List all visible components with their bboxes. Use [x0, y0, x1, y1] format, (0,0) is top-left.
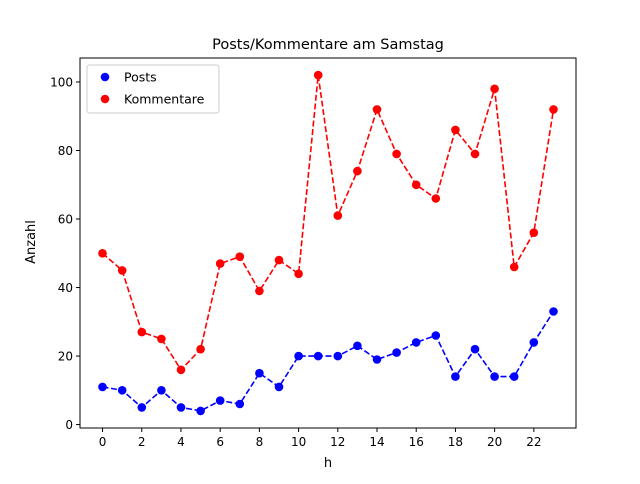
y-tick-label-3: 60: [58, 212, 73, 226]
data-point-0-19: [470, 344, 480, 354]
plot-area: [98, 70, 558, 416]
data-point-1-18: [451, 125, 460, 135]
x-tick-label-7: 14: [369, 435, 384, 449]
data-point-0-15: [392, 348, 401, 357]
data-point-0-13: [353, 341, 362, 351]
data-point-1-14: [372, 105, 382, 114]
data-point-1-19: [470, 149, 480, 159]
series-line-1: [101, 74, 555, 372]
data-point-0-12: [333, 351, 343, 361]
data-point-1-22: [529, 228, 539, 237]
y-tick-label-2: 40: [58, 281, 73, 295]
y-tick-label-4: 80: [58, 144, 73, 158]
legend-marker-0: [100, 72, 110, 82]
x-tick-label-11: 22: [526, 435, 541, 449]
data-point-1-15: [392, 149, 401, 159]
data-point-1-13: [353, 166, 362, 176]
data-point-0-5: [196, 406, 205, 416]
x-tick-label-8: 16: [409, 435, 424, 449]
data-point-1-12: [333, 211, 343, 220]
data-point-0-22: [529, 338, 539, 347]
x-tick-label-3: 6: [216, 435, 224, 449]
legend-label-1: Kommentare: [124, 91, 205, 106]
y-axis-label: Anzahl: [24, 220, 39, 264]
data-point-0-20: [490, 372, 499, 381]
data-point-0-6: [215, 396, 225, 405]
legend-label-0: Posts: [124, 69, 157, 84]
y-tick-label-5: 100: [50, 75, 73, 89]
series-line-0: [102, 311, 555, 412]
data-point-0-0: [98, 382, 107, 392]
data-point-0-21: [509, 372, 519, 381]
axes: 0 2 4 6 8 10 12 14 16 18 20 22 0 20 40 60 80 100: [50, 57, 577, 449]
x-tick-label-9: 18: [448, 435, 463, 449]
data-point-0-18: [451, 372, 460, 381]
x-tick-label-4: 8: [256, 435, 264, 449]
x-tick-label-2: 4: [177, 435, 185, 449]
data-point-1-8: [255, 286, 264, 296]
data-point-0-3: [157, 386, 166, 395]
legend-marker-1: [100, 94, 110, 104]
data-point-0-4: [176, 403, 186, 412]
x-axis-label: h: [324, 456, 332, 471]
data-point-0-23: [549, 307, 558, 316]
data-point-1-6: [215, 259, 225, 268]
data-point-1-17: [431, 194, 441, 203]
x-tick-label-6: 12: [330, 435, 345, 449]
data-point-1-3: [157, 334, 166, 344]
data-point-1-20: [490, 84, 499, 94]
data-point-0-11: [313, 351, 323, 361]
x-tick-label-1: 2: [138, 435, 146, 449]
data-point-0-2: [137, 403, 147, 412]
data-point-1-5: [196, 344, 205, 354]
data-point-0-10: [294, 351, 303, 361]
axes-frame: [79, 57, 577, 429]
data-point-1-9: [274, 255, 284, 265]
data-point-1-2: [137, 327, 147, 337]
legend: Posts Kommentare: [86, 64, 220, 114]
legend-box: [86, 64, 220, 114]
data-point-0-14: [372, 355, 382, 364]
data-point-1-10: [294, 269, 303, 279]
x-tick-label-0: 0: [99, 435, 107, 449]
data-point-1-21: [509, 262, 519, 272]
y-tick-label-0: 0: [65, 418, 73, 432]
data-point-1-16: [411, 180, 421, 190]
data-point-0-1: [117, 386, 127, 395]
data-point-0-17: [431, 331, 441, 340]
data-point-0-16: [411, 338, 421, 347]
data-point-0-7: [235, 399, 245, 409]
data-point-1-23: [549, 105, 558, 114]
data-point-1-11: [313, 70, 323, 80]
data-point-1-4: [176, 365, 186, 375]
data-point-0-8: [255, 368, 264, 378]
y-tick-label-1: 20: [58, 349, 73, 363]
data-point-0-9: [274, 382, 284, 392]
data-point-1-1: [117, 266, 127, 275]
x-tick-label-10: 20: [487, 435, 502, 449]
x-tick-label-5: 10: [291, 435, 306, 449]
chart-title: Posts/Kommentare am Samstag: [212, 37, 444, 53]
data-point-1-7: [235, 252, 245, 261]
data-point-1-0: [98, 249, 107, 258]
